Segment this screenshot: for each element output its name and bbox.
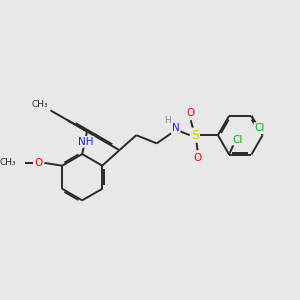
Text: O: O (194, 152, 202, 163)
Text: CH₃: CH₃ (32, 100, 48, 109)
Text: Cl: Cl (254, 123, 265, 133)
Text: S: S (191, 129, 199, 142)
Text: NH: NH (78, 137, 93, 147)
Text: O: O (187, 108, 195, 118)
Text: O: O (34, 158, 43, 168)
Text: CH₃: CH₃ (0, 158, 16, 167)
Text: H: H (164, 116, 171, 125)
Text: Cl: Cl (232, 135, 242, 145)
Text: N: N (172, 123, 180, 134)
